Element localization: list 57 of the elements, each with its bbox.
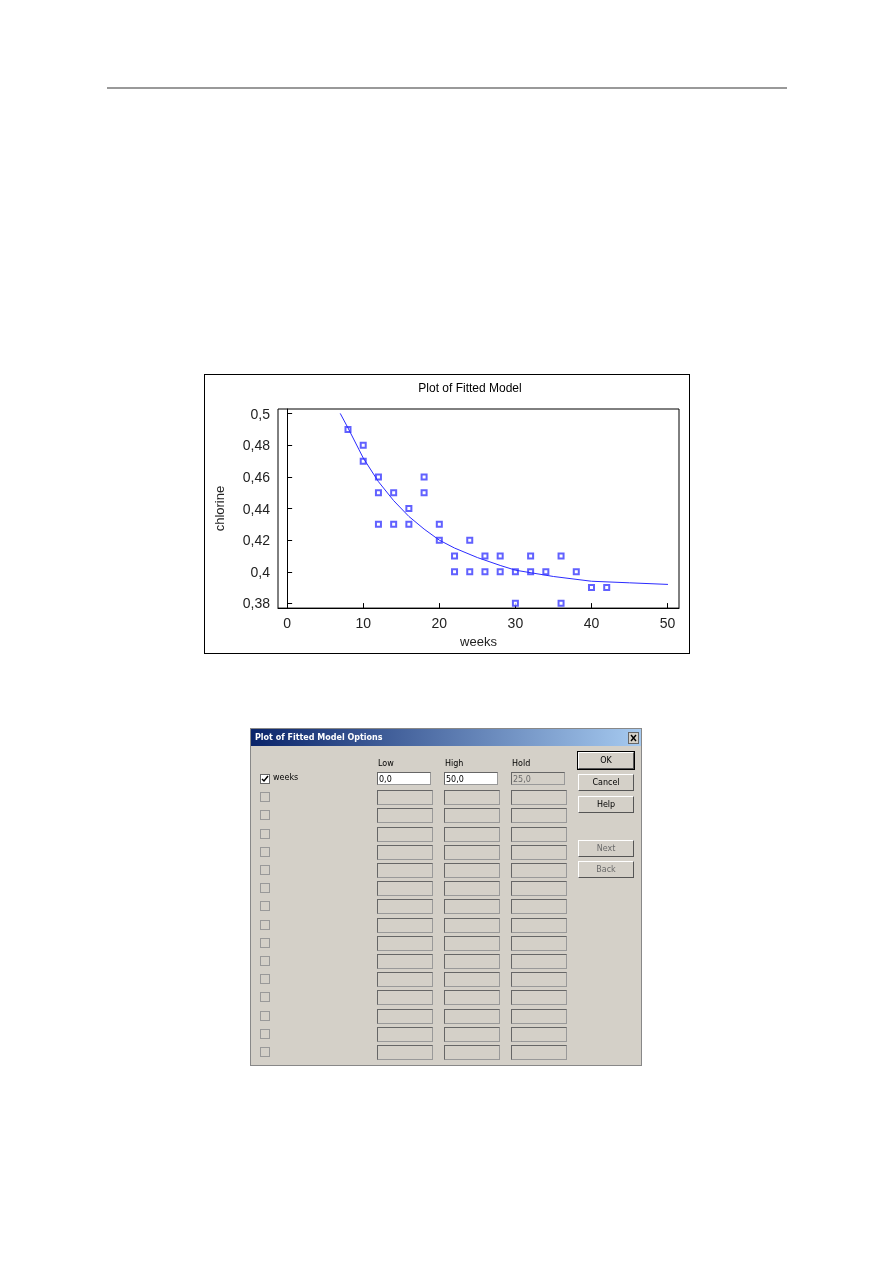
- point: [496, 568, 504, 576]
- point: [557, 599, 565, 607]
- point: [390, 520, 398, 528]
- y-tick-label: 0,5: [250, 405, 271, 422]
- point: [542, 568, 550, 576]
- y-tick-label: 0,4: [250, 563, 271, 580]
- input-field: 25,0: [511, 772, 565, 785]
- point: [588, 584, 595, 592]
- point: [359, 441, 367, 449]
- point: [374, 520, 382, 528]
- text: weeks: [273, 773, 299, 782]
- y-tick-label: 0,48: [242, 437, 271, 454]
- text: High: [445, 759, 464, 768]
- x-tick-label: 30: [507, 615, 524, 632]
- chart-title: Plot of Fitted Model: [418, 381, 522, 395]
- text: Next: [578, 840, 634, 857]
- text: Back: [578, 861, 634, 878]
- y-axis-title: chlorine: [212, 485, 227, 532]
- y-tick-label: 0,46: [242, 468, 271, 485]
- point: [481, 552, 489, 560]
- text: Help: [578, 796, 634, 813]
- point: [496, 552, 504, 560]
- point: [405, 520, 413, 528]
- point: [466, 568, 474, 576]
- text: Plot of Fitted Model Options: [251, 729, 641, 746]
- x-tick-label: 20: [431, 615, 448, 632]
- point: [420, 473, 428, 481]
- text: Cancel: [578, 774, 634, 791]
- point: [390, 489, 398, 497]
- point: [420, 489, 428, 497]
- text: Low: [378, 759, 394, 768]
- y-tick-label: 0,38: [242, 595, 271, 612]
- y-tick-label: 0,42: [242, 532, 271, 549]
- point: [511, 599, 519, 607]
- text: Hold: [512, 759, 531, 768]
- point: [466, 536, 474, 544]
- point: [435, 520, 443, 528]
- point: [374, 489, 382, 497]
- input-field: 50,0: [444, 772, 498, 785]
- x-tick-label: 0: [283, 615, 292, 632]
- point: [405, 505, 413, 513]
- point: [481, 568, 489, 576]
- x-tick-label: 50: [659, 615, 676, 632]
- input-field: 0,0: [377, 772, 431, 785]
- point: [451, 568, 459, 576]
- point: [527, 552, 535, 560]
- line-series: [339, 413, 669, 585]
- point: [557, 552, 565, 560]
- x-tick-label: 10: [355, 615, 372, 632]
- point: [374, 473, 382, 481]
- point: [572, 568, 580, 576]
- x-tick-label: 40: [583, 615, 600, 632]
- text: OK: [578, 752, 634, 769]
- point: [451, 552, 459, 560]
- x-axis-title: weeks: [459, 634, 498, 649]
- y-tick-label: 0,44: [242, 500, 271, 517]
- point: [603, 584, 611, 592]
